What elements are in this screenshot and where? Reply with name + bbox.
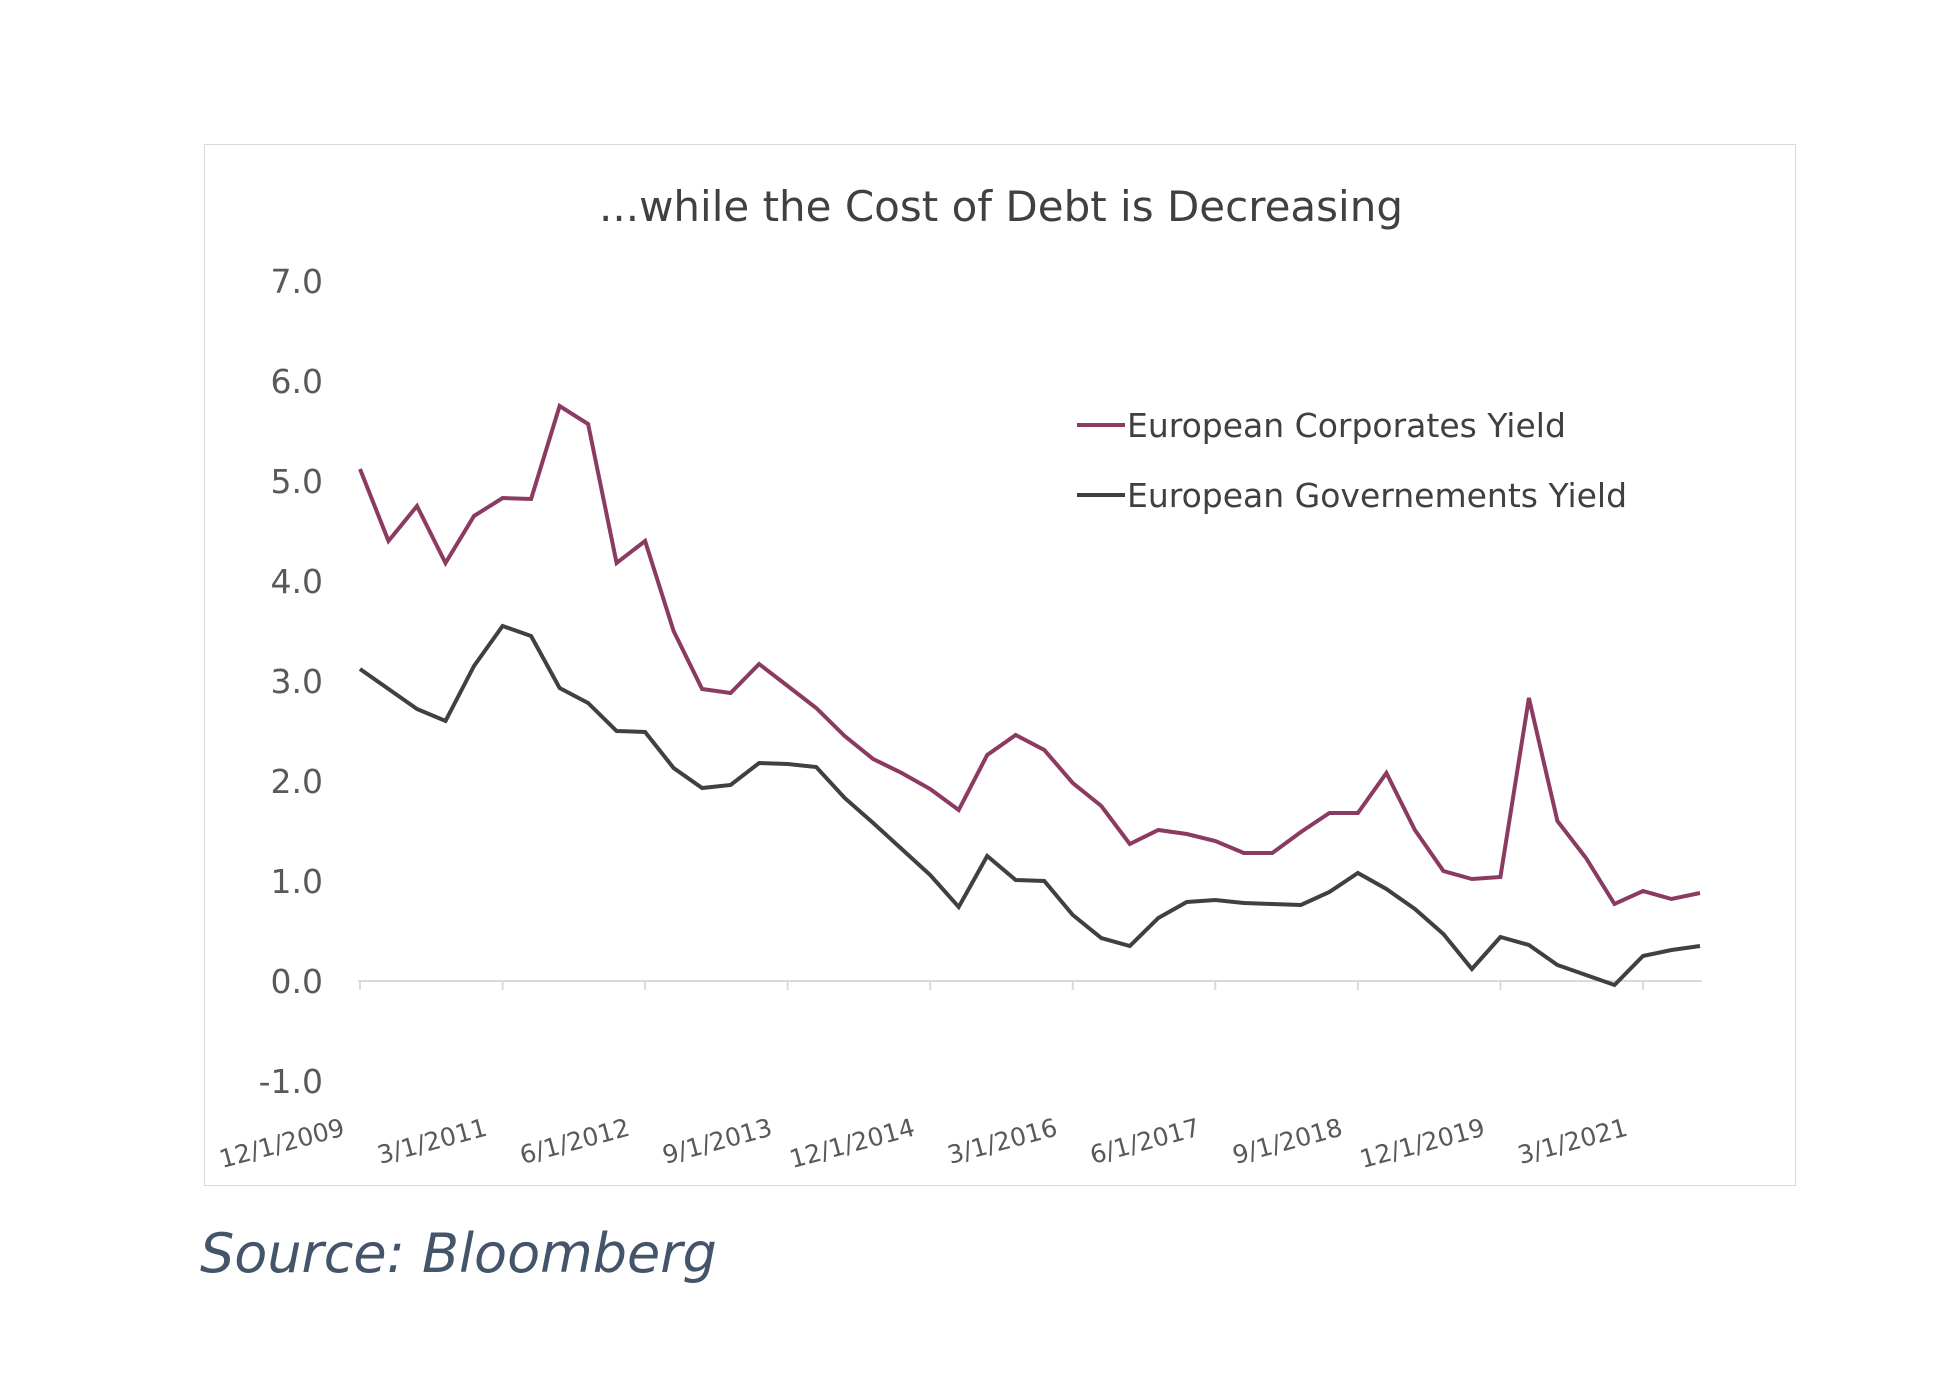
legend-label: European Corporates Yield — [1127, 406, 1566, 445]
y-tick-label: -1.0 — [259, 1062, 323, 1101]
y-tick-label: 1.0 — [271, 862, 323, 901]
series-line-2 — [358, 623, 1701, 988]
legend-label: European Governements Yield — [1127, 476, 1627, 515]
x-tick-label: 12/1/2014 — [786, 1113, 917, 1174]
x-tick-label: 3/1/2011 — [374, 1113, 490, 1170]
line-chart: ...while the Cost of Debt is Decreasing 7… — [216, 182, 1702, 1174]
chart-title: ...while the Cost of Debt is Decreasing — [599, 182, 1403, 231]
chart-frame: ...while the Cost of Debt is Decreasing 7… — [204, 144, 1796, 1186]
y-tick-label: 4.0 — [271, 562, 323, 601]
y-tick-label: 2.0 — [271, 762, 323, 801]
x-tick-label: 9/1/2013 — [659, 1113, 775, 1170]
series-line-1 — [358, 402, 1701, 907]
y-tick-label: 0.0 — [271, 962, 323, 1001]
x-tick-label: 6/1/2012 — [517, 1113, 633, 1170]
x-tick-label: 6/1/2017 — [1087, 1113, 1203, 1170]
x-tick-label: 3/1/2016 — [944, 1113, 1060, 1170]
source-note: Source: Bloomberg — [200, 1222, 717, 1285]
x-tick-label: 9/1/2018 — [1229, 1113, 1345, 1170]
y-tick-label: 6.0 — [271, 362, 323, 401]
x-tick-label: 3/1/2021 — [1515, 1113, 1631, 1170]
y-tick-label: 3.0 — [271, 662, 323, 701]
x-tick-label: 12/1/2019 — [1357, 1113, 1488, 1174]
y-tick-label: 5.0 — [271, 462, 323, 501]
x-tick-label: 12/1/2009 — [216, 1113, 347, 1174]
y-tick-label: 7.0 — [271, 262, 323, 301]
